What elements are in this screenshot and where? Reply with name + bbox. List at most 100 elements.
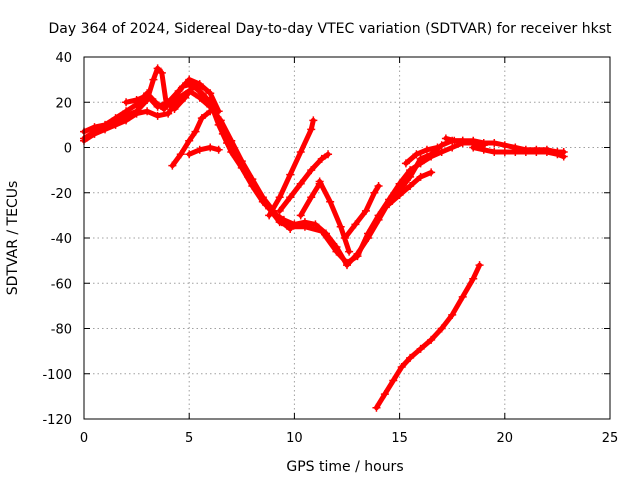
data-point-track-9 [370, 188, 379, 197]
series-track-6 [277, 151, 331, 214]
data-point-track-16 [397, 362, 406, 371]
data-point-track-13 [422, 145, 431, 154]
y-tick-label: -60 [51, 277, 72, 292]
y-tick-label: 40 [55, 51, 72, 66]
data-point-track-15 [559, 152, 568, 161]
data-point-track-3 [216, 116, 225, 125]
x-tick-label: 20 [497, 431, 514, 446]
data-point-track-3 [248, 175, 257, 184]
data-point-track-16 [416, 344, 425, 353]
x-axis-label: GPS time / hours [286, 459, 403, 475]
series-track-13 [403, 145, 440, 166]
data-point-track-8 [315, 177, 324, 186]
data-point-track-3 [195, 93, 204, 102]
series-track-15 [470, 145, 567, 160]
data-point-track-3 [101, 125, 110, 134]
series-track-10 [169, 108, 213, 169]
data-point-track-7 [296, 211, 305, 220]
data-point-track-4 [174, 86, 183, 95]
data-point-track-2 [321, 229, 330, 238]
data-point-track-5 [307, 125, 316, 134]
data-point-track-2 [427, 150, 436, 159]
data-point-track-2 [406, 172, 415, 181]
data-point-track-1 [153, 64, 162, 73]
data-point-track-4 [185, 75, 194, 84]
y-tick-label: 20 [55, 96, 72, 111]
data-point-track-15 [553, 150, 562, 159]
data-point-track-11 [195, 145, 204, 154]
data-point-track-4 [122, 98, 131, 107]
data-point-track-16 [458, 292, 467, 301]
data-point-track-6 [317, 154, 326, 163]
data-point-track-11 [206, 143, 215, 152]
data-point-track-14 [479, 138, 488, 147]
data-point-track-6 [296, 179, 305, 188]
data-point-track-3 [111, 120, 120, 129]
data-point-track-9 [374, 181, 383, 190]
series-track-7 [298, 181, 323, 218]
data-point-track-13 [412, 150, 421, 159]
x-tick-label: 15 [391, 431, 408, 446]
data-point-track-2 [300, 218, 309, 227]
data-point-track-1 [437, 148, 446, 157]
data-point-track-5 [286, 170, 295, 179]
data-point-track-8 [345, 247, 354, 256]
x-tick-label: 0 [80, 431, 88, 446]
series-track-16 [374, 262, 483, 411]
data-point-track-15 [479, 145, 488, 154]
data-point-track-11 [185, 150, 194, 159]
data-point-track-2 [332, 243, 341, 252]
data-point-track-2 [311, 220, 320, 229]
data-point-track-6 [324, 150, 333, 159]
data-point-track-16 [437, 324, 446, 333]
data-point-track-3 [174, 93, 183, 102]
data-point-track-2 [111, 114, 120, 123]
grid-layer [84, 57, 610, 419]
data-point-track-2 [364, 234, 373, 242]
data-point-track-15 [532, 148, 541, 157]
data-point-track-15 [521, 148, 530, 157]
data-point-track-13 [401, 159, 410, 168]
data-point-track-8 [336, 222, 345, 231]
data-point-track-3 [277, 218, 286, 227]
data-point-track-13 [433, 143, 442, 152]
data-point-track-16 [475, 261, 484, 270]
x-tick-label: 5 [185, 431, 193, 446]
data-point-track-14 [469, 136, 478, 145]
data-point-track-12 [385, 200, 394, 209]
data-point-track-4 [195, 80, 204, 89]
data-point-track-4 [153, 102, 162, 111]
data-point-track-2 [227, 148, 236, 157]
data-point-track-3 [164, 109, 173, 118]
data-point-track-5 [265, 211, 274, 220]
data-point-track-2 [290, 220, 299, 229]
data-point-track-10 [176, 150, 185, 159]
data-point-track-2 [353, 249, 362, 258]
data-point-track-6 [307, 166, 316, 175]
data-point-track-4 [206, 89, 215, 98]
y-tick-label: 0 [64, 142, 72, 157]
data-point-track-3 [185, 86, 194, 95]
data-point-track-10 [197, 114, 206, 123]
data-point-track-6 [286, 193, 295, 202]
tick-layer: 0 5 10 15 20 25 40 20 0 -20 -40 -60 -80 -100 -120 [42, 51, 618, 446]
data-point-track-16 [427, 335, 436, 344]
data-point-track-10 [168, 161, 177, 170]
series-track-11 [186, 145, 222, 157]
data-point-track-1 [157, 68, 166, 77]
data-point-track-10 [185, 136, 194, 145]
x-tick-label: 10 [286, 431, 303, 446]
data-point-track-12 [406, 181, 415, 190]
y-axis-label: SDTVAR / TECUs [5, 181, 21, 296]
data-point-track-15 [542, 148, 551, 157]
series-layer [80, 64, 568, 412]
data-point-track-9 [340, 234, 349, 242]
chart-title: Day 364 of 2024, Sidereal Day-to-day VTE… [49, 21, 612, 37]
data-point-track-14 [450, 136, 459, 145]
data-point-track-2 [122, 107, 131, 116]
data-point-track-12 [416, 172, 425, 181]
data-point-track-16 [389, 376, 398, 385]
data-point-track-3 [258, 193, 267, 202]
data-point-track-14 [441, 134, 450, 143]
